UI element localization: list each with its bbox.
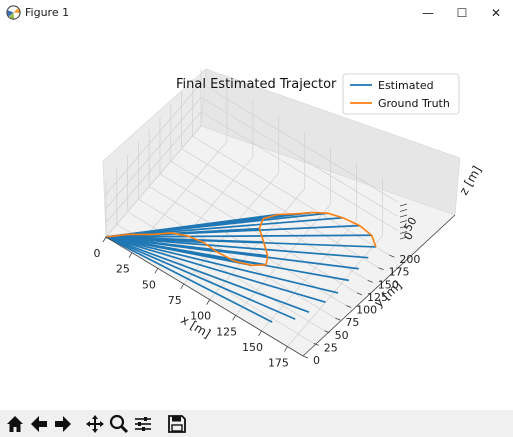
grid-line-y: [159, 173, 358, 294]
estimated-ray: [105, 236, 273, 323]
home-icon: [7, 416, 23, 432]
y-tick-mark: [335, 317, 341, 321]
zoom-icon: [109, 414, 129, 434]
configure-subplots-button[interactable]: [132, 413, 154, 435]
matplotlib-app-icon: [6, 5, 21, 20]
grid-line-y: [138, 198, 336, 319]
wall-grid-line: [105, 111, 202, 223]
x-tick-label: 150: [242, 341, 263, 354]
x-tick-label: 50: [142, 278, 156, 291]
x-axis-line: [105, 236, 304, 357]
home-button[interactable]: [4, 413, 26, 435]
x-tick-mark: [258, 330, 262, 337]
y-tick-mark: [346, 305, 352, 308]
maximize-button[interactable]: ☐: [456, 6, 468, 20]
back-arrow-icon: [31, 416, 47, 432]
wall-grid-line: [105, 97, 202, 209]
estimated-ray: [105, 236, 310, 313]
estimated-ray: [105, 236, 369, 259]
window-title: Figure 1: [25, 6, 70, 19]
y-tick-mark: [313, 343, 319, 346]
wall-grid-line: [200, 111, 399, 232]
navigation-toolbar: [0, 410, 513, 437]
x-tick-labels: 0 25 50 75 100 125 150 175: [94, 236, 289, 370]
estimated-ray: [105, 236, 339, 294]
x-tick-mark: [232, 315, 236, 321]
x-tick-mark: [102, 236, 107, 243]
y-tick-label: 100: [356, 304, 377, 317]
x-tick-label: 75: [168, 294, 182, 307]
z-tick-mark: [399, 231, 408, 234]
wall-grid-line: [200, 82, 399, 203]
x-tick-label: 25: [116, 263, 130, 276]
y-tick-mark: [356, 292, 363, 296]
forward-arrow-icon: [55, 416, 71, 432]
estimated-ray: [105, 236, 235, 263]
z-tick-mark: [399, 236, 408, 240]
grid-line-y: [170, 161, 368, 281]
minimize-button[interactable]: —: [422, 6, 434, 20]
z-tick-mark: [399, 225, 408, 229]
zoom-button[interactable]: [108, 413, 130, 435]
z-tick-mark: [399, 214, 408, 218]
y-tick-mark: [324, 330, 330, 334]
figure-canvas[interactable]: 0 25 50 75 100 125 150 175 0 25 50 75 100 125 150 175 2…: [0, 26, 513, 406]
grid-line-x: [261, 219, 357, 332]
y-tick-mark: [378, 267, 384, 271]
x-tick-mark: [128, 252, 133, 258]
save-icon: [168, 415, 186, 433]
grid-line-y: [149, 186, 347, 306]
x-tick-mark: [284, 346, 288, 352]
y-tick-mark: [302, 355, 309, 359]
window-titlebar: Figure 1 — ☐ ✕: [0, 0, 513, 26]
ground-truth-series: [105, 211, 377, 267]
configure-subplots-icon: [135, 417, 151, 431]
y-tick-label: 25: [324, 341, 338, 354]
y-tick-label: 125: [367, 291, 388, 304]
grid-line-y: [181, 148, 379, 269]
save-button[interactable]: [166, 413, 188, 435]
z-tick-mark: [399, 203, 408, 207]
z-tick-mark: [399, 209, 408, 212]
estimated-ray: [105, 236, 326, 304]
x-tick-label: 175: [268, 357, 289, 370]
y-tick-label: 0: [313, 354, 320, 367]
pan-button[interactable]: [84, 413, 106, 435]
legend-box: [342, 73, 460, 115]
grid-line-x: [287, 235, 383, 347]
pan-icon: [86, 415, 104, 433]
y-tick-label: 75: [345, 316, 359, 329]
z-tick-mark: [399, 220, 408, 223]
x-tick-mark: [180, 283, 185, 290]
back-button[interactable]: [28, 413, 50, 435]
x-tick-label: 0: [94, 247, 101, 260]
estimated-ray: [105, 236, 217, 253]
estimated-ray: [105, 236, 204, 244]
forward-button[interactable]: [52, 413, 74, 435]
grid-line-x: [105, 125, 202, 238]
legend-label-ground-truth: Ground Truth: [378, 97, 450, 110]
x-tick-mark: [206, 299, 211, 305]
y-tick-label: 150: [378, 278, 399, 291]
x-tick-label: 125: [216, 325, 237, 338]
wall-grid-line: [200, 97, 399, 217]
y-tick-label: 50: [335, 329, 349, 342]
close-button[interactable]: ✕: [490, 6, 502, 20]
x-tick-mark: [154, 268, 159, 274]
y-tick-label: 200: [399, 253, 420, 266]
wall-grid-line: [105, 83, 202, 195]
z-tick-label: 50: [401, 215, 419, 234]
estimated-ray: [105, 236, 296, 320]
plot-title: Final Estimated Trajector: [176, 77, 337, 92]
z-axis-label: z [m]: [456, 164, 484, 198]
y-tick-label: 175: [389, 266, 410, 279]
legend: Estimated Ground Truth: [342, 73, 460, 115]
y-tick-mark: [389, 254, 395, 258]
estimated-series: [105, 211, 376, 323]
x-tick-label: 100: [190, 310, 211, 323]
legend-label-estimated: Estimated: [378, 79, 434, 92]
y-tick-mark: [367, 279, 373, 283]
